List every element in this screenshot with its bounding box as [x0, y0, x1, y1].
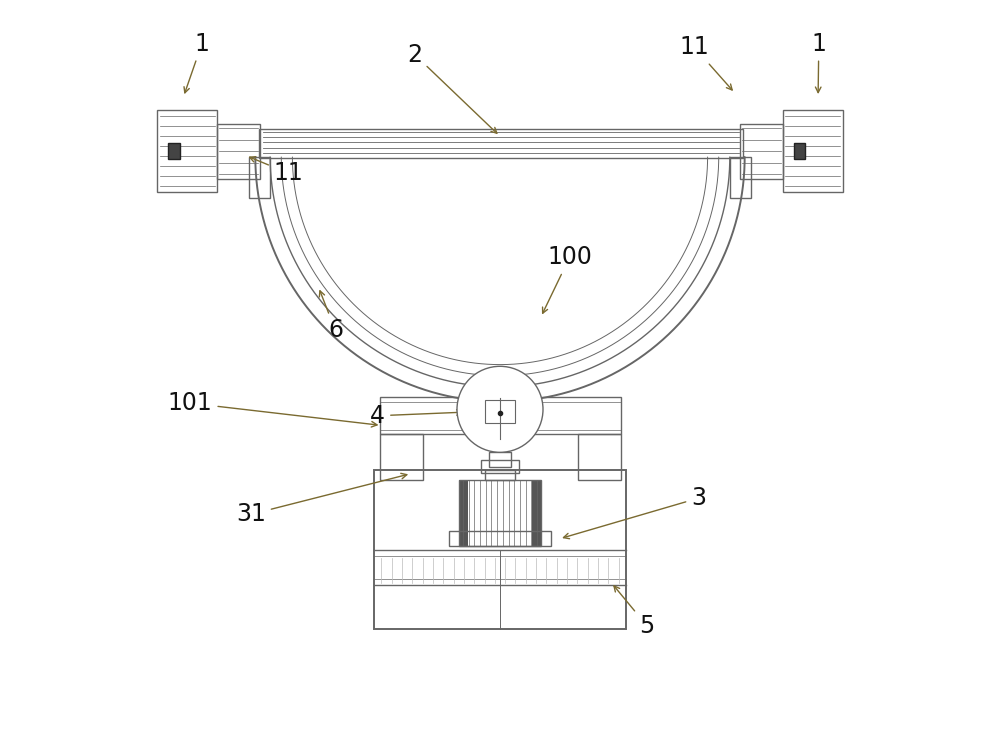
- Text: 11: 11: [679, 35, 732, 90]
- Text: 11: 11: [250, 157, 304, 185]
- Bar: [168, 143, 180, 159]
- Bar: [794, 143, 805, 159]
- Circle shape: [457, 366, 543, 453]
- Bar: [489, 453, 511, 467]
- Text: 4: 4: [370, 404, 462, 428]
- Bar: [730, 157, 751, 198]
- Text: 5: 5: [614, 586, 654, 638]
- Text: 1: 1: [184, 31, 209, 93]
- Bar: [217, 124, 260, 179]
- Bar: [459, 480, 468, 546]
- Text: 3: 3: [563, 486, 706, 539]
- Text: 1: 1: [811, 31, 826, 93]
- Bar: [485, 400, 515, 423]
- Bar: [783, 111, 843, 192]
- Bar: [157, 111, 217, 192]
- Bar: [459, 480, 541, 546]
- Text: 6: 6: [319, 291, 343, 342]
- Bar: [578, 434, 621, 480]
- Bar: [380, 434, 423, 480]
- Bar: [374, 470, 626, 629]
- Text: 31: 31: [236, 474, 407, 527]
- Bar: [485, 470, 515, 480]
- Bar: [249, 157, 270, 198]
- Bar: [532, 480, 541, 546]
- Bar: [740, 124, 783, 179]
- Bar: [449, 531, 551, 546]
- Text: 100: 100: [543, 245, 592, 313]
- Text: 2: 2: [407, 43, 497, 133]
- Bar: [259, 128, 743, 158]
- Bar: [380, 397, 621, 434]
- Text: 101: 101: [168, 391, 377, 427]
- Bar: [481, 459, 519, 473]
